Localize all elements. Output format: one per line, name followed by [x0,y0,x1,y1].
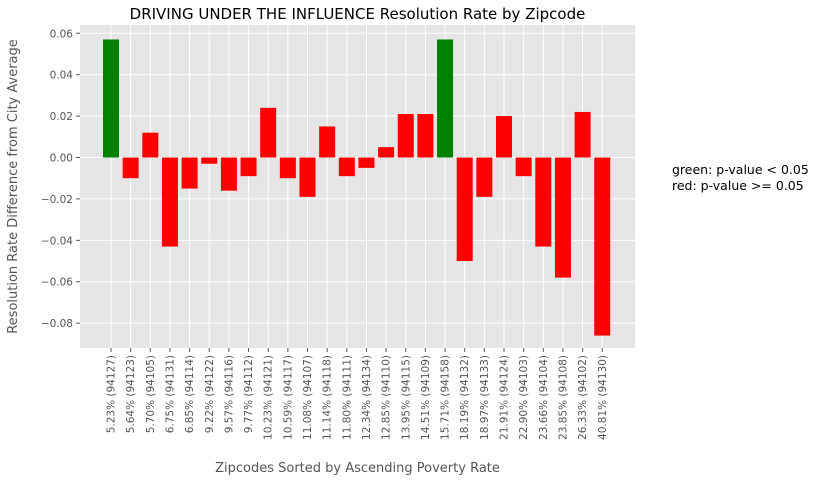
x-tick-label: 5.23% (94127) [106,355,118,433]
bar [182,158,198,189]
bar [241,158,257,177]
bar [594,158,610,336]
x-tick-label: 5.64% (94123) [125,355,137,433]
y-tick-label: 0.00 [50,153,73,165]
x-tick-label: 14.51% (94109) [420,355,432,440]
x-tick-label: 5.70% (94105) [145,355,157,433]
bar [535,158,551,247]
x-tick-label: 12.85% (94110) [381,355,393,440]
x-tick-label: 10.59% (94117) [282,355,294,440]
bar [142,133,158,158]
bar [437,39,453,157]
bar [398,114,414,157]
x-tick-label: 6.85% (94114) [184,355,196,433]
x-tick-label: 9.57% (94116) [223,355,235,433]
x-axis-ticks: 5.23% (94127) 5.64% (94123) 5.70% (94105) 6… [106,348,609,440]
legend-line-red: red: p-value >= 0.05 [672,178,809,194]
x-tick-label: 11.14% (94118) [322,355,334,440]
x-axis-label: Zipcodes Sorted by Ascending Poverty Rat… [215,461,500,476]
x-tick-label: 15.71% (94158) [440,355,452,440]
y-tick-label: 0.04 [50,70,74,82]
bar [417,114,433,157]
bar [280,158,296,179]
x-tick-label: 9.77% (94112) [243,355,255,433]
bar [555,158,571,278]
y-tick-label: −0.02 [41,194,73,206]
bar [260,108,276,158]
x-tick-label: 23.85% (94108) [557,355,569,440]
bar [201,158,217,164]
bar [378,147,394,157]
significance-legend: green: p-value < 0.05 red: p-value >= 0.… [672,162,809,194]
x-tick-label: 21.91% (94124) [499,355,511,440]
bar [300,158,316,197]
y-tick-label: −0.08 [41,318,73,330]
x-tick-label: 10.23% (94121) [263,355,275,440]
y-tick-label: 0.06 [50,28,74,40]
x-tick-label: 18.97% (94133) [479,355,491,440]
bar [339,158,355,177]
bar [319,126,335,157]
bar [358,158,374,168]
x-tick-label: 12.34% (94134) [361,355,373,440]
y-axis-ticks: 0.06 0.04 0.02 0.00 −0.02 −0.04 −0.06 −0.08 [41,28,80,330]
x-tick-label: 9.22% (94122) [204,355,216,433]
x-tick-label: 40.81% (94130) [597,355,609,440]
x-tick-label: 22.90% (94103) [518,355,530,440]
y-tick-label: −0.04 [41,235,73,247]
x-tick-label: 26.33% (94102) [577,355,589,440]
bar [476,158,492,197]
legend-line-green: green: p-value < 0.05 [672,162,809,178]
x-tick-label: 23.66% (94104) [538,355,550,440]
bar [516,158,532,177]
x-tick-label: 18.19% (94132) [459,355,471,440]
bar [575,112,591,158]
x-tick-label: 11.80% (94111) [341,355,353,440]
chart-title: DRIVING UNDER THE INFLUENCE Resolution R… [130,5,586,23]
bar [103,39,119,157]
bar [221,158,237,191]
x-tick-label: 11.08% (94107) [302,355,314,440]
x-tick-label: 13.95% (94115) [400,355,412,440]
y-tick-label: 0.02 [50,111,73,123]
bar [123,158,139,179]
y-tick-label: −0.06 [41,277,73,289]
y-axis-label: Resolution Rate Difference from City Ave… [6,39,21,334]
bar [162,158,178,247]
bar [496,116,512,157]
bar [457,158,473,262]
x-tick-label: 6.75% (94131) [164,355,176,433]
